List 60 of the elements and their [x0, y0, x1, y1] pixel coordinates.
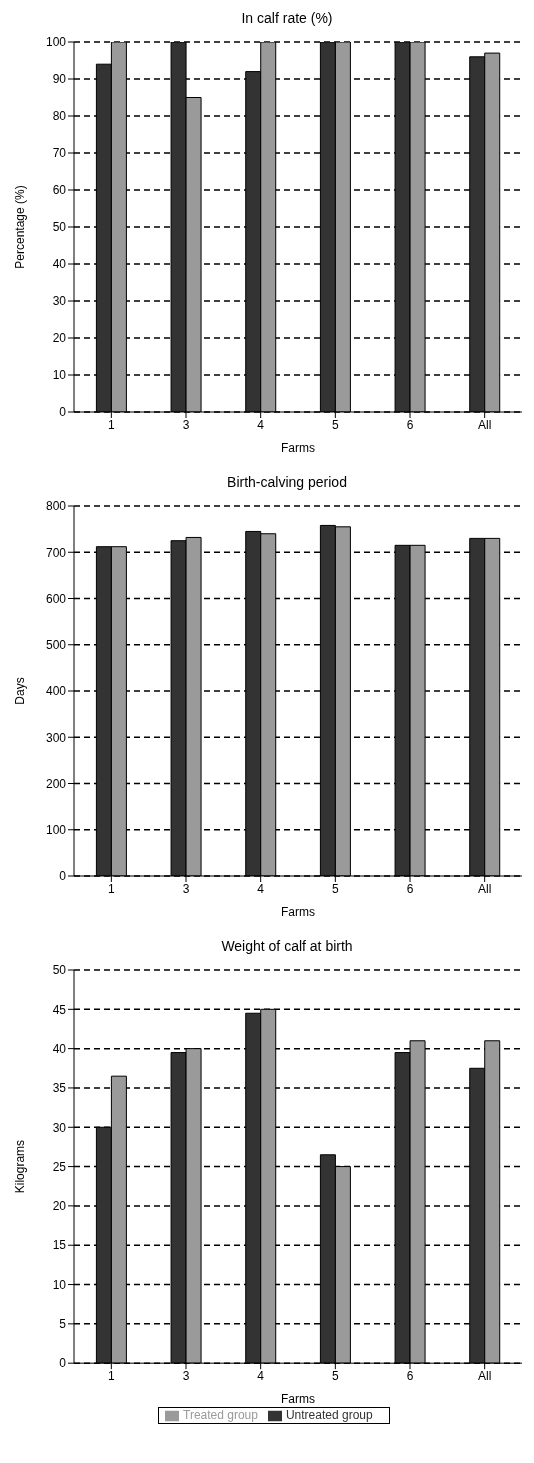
x-axis-title: Farms [281, 441, 315, 455]
y-tick-label: 70 [52, 146, 67, 161]
x-tick-label: 1 [107, 417, 115, 432]
y-axis-title: Percentage (%) [13, 185, 28, 269]
y-tick-label: 100 [45, 823, 67, 838]
x-tick-label: All [477, 417, 492, 432]
x-tick-label: 4 [257, 417, 265, 432]
y-tick-label: 80 [52, 109, 67, 124]
chart-title: Birth-calving period [226, 474, 348, 490]
y-tick-label: 800 [45, 499, 67, 514]
x-tick-label: 3 [182, 881, 190, 896]
y-tick-label: 20 [52, 331, 67, 346]
x-tick-label: 1 [107, 881, 115, 896]
x-axis-title: Farms [281, 1392, 315, 1407]
y-tick-label: 400 [45, 684, 67, 699]
y-tick-label: 45 [52, 1002, 67, 1017]
y-tick-label: 500 [45, 638, 67, 653]
y-tick-label: 60 [52, 183, 67, 198]
chart-title: Weight of calf at birth [220, 938, 354, 954]
y-tick-label: 90 [52, 72, 67, 87]
y-tick-label: 15 [52, 1238, 67, 1253]
y-tick-label: 300 [45, 730, 67, 745]
x-tick-label: 5 [331, 1368, 339, 1383]
x-tick-label: 5 [331, 417, 339, 432]
y-tick-label: 50 [52, 220, 67, 235]
x-tick-label: 6 [406, 417, 414, 432]
y-tick-label: 200 [45, 776, 67, 791]
x-tick-label: 4 [257, 881, 265, 896]
x-tick-label: All [477, 1368, 492, 1383]
x-tick-label: 3 [182, 417, 190, 432]
y-tick-label: 40 [52, 257, 67, 272]
x-tick-label: 3 [182, 1368, 190, 1383]
x-tick-label: All [477, 881, 492, 896]
y-tick-label: 35 [52, 1081, 67, 1096]
y-tick-label: 700 [45, 545, 67, 560]
x-tick-label: 1 [107, 1368, 115, 1383]
y-tick-label: 20 [52, 1199, 67, 1214]
y-tick-label: 0 [59, 1356, 67, 1371]
x-tick-label: 4 [257, 1368, 265, 1383]
y-axis-title: Days [13, 677, 28, 705]
x-tick-label: 6 [406, 1368, 414, 1383]
y-tick-label: 600 [45, 591, 67, 606]
x-tick-label: 5 [331, 881, 339, 896]
y-tick-label: 10 [52, 1277, 67, 1292]
y-tick-label: 5 [59, 1317, 67, 1332]
y-tick-label: 30 [52, 294, 67, 309]
y-tick-label: 10 [52, 368, 67, 383]
legend-label: Untreated group [285, 1408, 373, 1423]
chart-title: In calf rate (%) [240, 10, 334, 26]
legend-label: Treated group [183, 1408, 258, 1423]
y-tick-label: 30 [52, 1120, 67, 1135]
y-tick-label: 50 [52, 963, 67, 978]
y-tick-label: 25 [52, 1159, 67, 1174]
y-axis-title: Kilograms [13, 1139, 28, 1194]
y-tick-label: 100 [45, 35, 67, 50]
y-tick-label: 40 [52, 1041, 67, 1056]
x-axis-title: Farms [281, 905, 315, 919]
y-tick-label: 0 [59, 869, 67, 884]
y-tick-label: 0 [59, 405, 67, 420]
x-tick-label: 6 [406, 881, 414, 896]
